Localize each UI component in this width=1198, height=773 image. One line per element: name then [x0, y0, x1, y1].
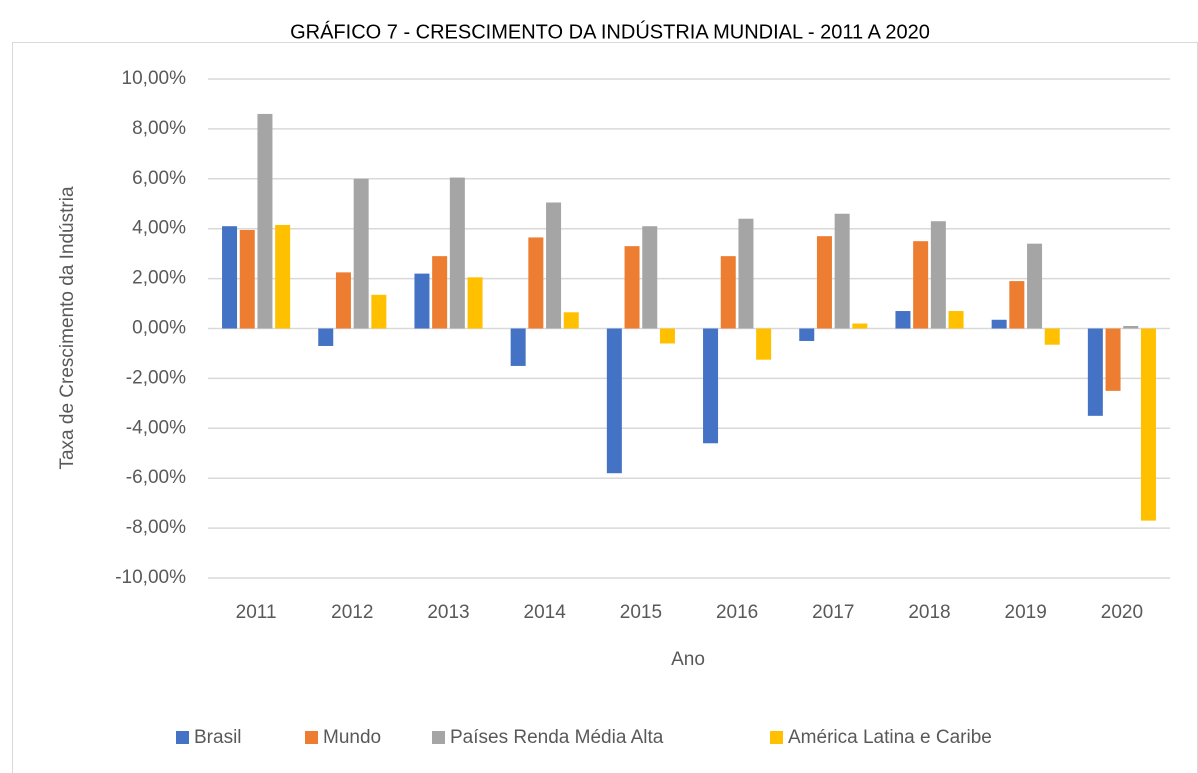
bar: [546, 202, 562, 329]
bar: [913, 241, 929, 329]
bar: [528, 237, 544, 329]
x-tick-label: 2011: [236, 602, 277, 623]
bar: [510, 328, 526, 366]
bar: [1123, 326, 1139, 329]
bar: [1009, 281, 1025, 329]
y-tick-label: -10,00%: [115, 567, 186, 588]
bar: [703, 328, 719, 444]
legend-label: Mundo: [323, 727, 381, 748]
bar: [991, 319, 1007, 329]
bar: [1027, 243, 1043, 329]
bar: [432, 256, 448, 329]
x-tick-label: 2016: [716, 602, 758, 623]
bar: [239, 229, 255, 329]
y-tick-label: 10,00%: [122, 68, 187, 89]
x-tick-label: 2013: [427, 602, 469, 623]
chart-frame: [12, 42, 1198, 773]
y-tick-label: 8,00%: [132, 118, 186, 139]
x-tick-label: 2014: [524, 602, 567, 623]
bar: [624, 246, 640, 329]
x-axis-label: Ano: [671, 649, 705, 670]
legend-swatch: [432, 731, 445, 744]
bar: [1105, 328, 1121, 391]
bar: [852, 323, 868, 329]
y-tick-label: 6,00%: [132, 168, 186, 189]
y-tick-label: -8,00%: [126, 517, 186, 538]
x-tick-label: 2017: [812, 602, 854, 623]
y-tick-label: -6,00%: [126, 467, 186, 488]
bar: [275, 224, 291, 329]
bar: [606, 328, 622, 474]
bar: [1044, 328, 1060, 345]
bar: [756, 328, 772, 360]
bar: [948, 311, 964, 329]
x-tick-label: 2018: [908, 602, 950, 623]
bar: [335, 272, 351, 329]
y-axis-label: Taxa de Crescimento da Indústria: [57, 186, 78, 469]
bar: [1087, 328, 1103, 416]
x-tick-label: 2012: [331, 602, 373, 623]
y-tick-label: 0,00%: [132, 318, 186, 339]
bar: [449, 177, 465, 329]
x-tick-label: 2019: [1005, 602, 1047, 623]
legend-label: Países Renda Média Alta: [450, 727, 664, 748]
bar: [1140, 328, 1156, 521]
bar: [222, 226, 238, 329]
x-tick-label: 2020: [1101, 602, 1143, 623]
legend-label: Brasil: [194, 727, 242, 748]
bar: [318, 328, 334, 346]
y-tick-label: 4,00%: [132, 218, 186, 239]
y-tick-label: -2,00%: [126, 367, 186, 388]
bar: [659, 328, 675, 344]
bar: [895, 311, 911, 329]
y-tick-label: 2,00%: [132, 268, 186, 289]
bar: [799, 328, 815, 341]
bar: [563, 312, 579, 329]
bar: [816, 236, 832, 329]
legend-swatch: [176, 731, 189, 744]
bar: [371, 294, 387, 329]
legend-swatch: [305, 731, 318, 744]
x-tick-label: 2015: [620, 602, 662, 623]
bar: [738, 218, 754, 329]
bar: [467, 277, 483, 329]
bar: [353, 178, 369, 329]
y-tick-label: -4,00%: [126, 417, 186, 438]
bar: [257, 113, 273, 329]
bar: [834, 213, 850, 329]
bar: [414, 273, 430, 329]
bar: [720, 256, 736, 329]
chart-title: GRÁFICO 7 - CRESCIMENTO DA INDÚSTRIA MUN…: [290, 20, 930, 43]
legend-swatch: [770, 731, 783, 744]
bar: [642, 226, 658, 329]
legend-label: América Latina e Caribe: [788, 727, 992, 748]
bar: [930, 221, 946, 329]
